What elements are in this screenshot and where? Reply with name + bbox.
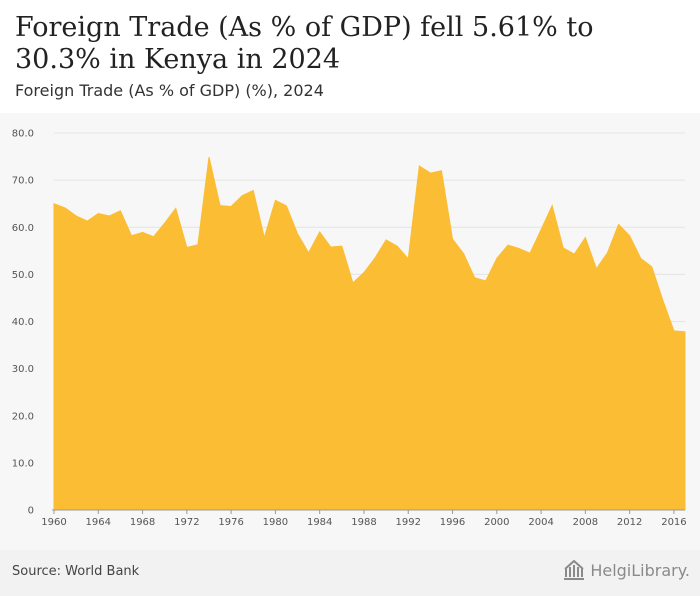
data-point[interactable] — [461, 251, 467, 257]
data-point[interactable] — [560, 245, 566, 251]
source-note: Source: World Bank — [12, 564, 140, 579]
data-point[interactable] — [306, 250, 312, 256]
data-point[interactable] — [505, 242, 511, 248]
y-tick-label: 0 — [28, 506, 34, 517]
data-point[interactable] — [272, 197, 278, 203]
data-point[interactable] — [173, 205, 179, 211]
data-point[interactable] — [627, 233, 633, 239]
data-point[interactable] — [682, 329, 688, 335]
data-point[interactable] — [73, 213, 79, 219]
data-point[interactable] — [106, 213, 112, 219]
y-tick-label: 10.0 — [12, 458, 34, 469]
data-point[interactable] — [328, 244, 334, 250]
x-tick-label: 1968 — [130, 517, 155, 528]
series-area — [51, 154, 688, 511]
x-tick-label: 2008 — [573, 517, 598, 528]
data-point[interactable] — [616, 221, 622, 227]
data-point[interactable] — [438, 168, 444, 174]
brand-name: HelgiLibrary. — [590, 560, 690, 580]
y-tick-label: 30.0 — [12, 364, 34, 375]
data-point[interactable] — [538, 227, 544, 233]
area-chart: 0 10.0 20.0 30.0 40.0 50.0 60.0 70.0 80.0 1960 196… — [12, 129, 688, 529]
data-point[interactable] — [593, 266, 599, 272]
y-tick-label: 40.0 — [12, 317, 34, 328]
data-point[interactable] — [151, 234, 157, 240]
data-point[interactable] — [350, 280, 356, 286]
data-point[interactable] — [416, 163, 422, 169]
data-point[interactable] — [195, 242, 201, 248]
data-point[interactable] — [638, 255, 644, 261]
x-tick-label: 1960 — [41, 517, 66, 528]
data-point[interactable] — [361, 269, 367, 275]
y-tick-label: 20.0 — [12, 411, 34, 422]
x-tick-label: 1980 — [263, 517, 288, 528]
data-point[interactable] — [228, 204, 234, 210]
data-point[interactable] — [383, 237, 389, 243]
data-point[interactable] — [527, 250, 533, 256]
library-building-icon — [564, 560, 585, 580]
data-point[interactable] — [571, 251, 577, 257]
chart-subtitle: Foreign Trade (As % of GDP) (%), 2024 — [15, 81, 324, 100]
x-tick-label: 1976 — [218, 517, 243, 528]
data-point[interactable] — [295, 231, 301, 237]
data-point[interactable] — [62, 205, 68, 211]
data-point[interactable] — [95, 211, 101, 217]
chart-header: Foreign Trade (As % of GDP) fell 5.61% t… — [0, 0, 700, 113]
x-tick-label: 2004 — [528, 517, 553, 528]
data-point[interactable] — [184, 245, 190, 251]
y-tick-label: 80.0 — [12, 129, 34, 140]
data-point[interactable] — [317, 229, 323, 235]
data-point[interactable] — [671, 328, 677, 334]
data-point[interactable] — [472, 275, 478, 281]
x-tick-label: 1984 — [307, 517, 332, 528]
x-tick-label: 1992 — [396, 517, 421, 528]
data-point[interactable] — [162, 220, 168, 226]
data-point[interactable] — [494, 255, 500, 261]
y-tick-label: 60.0 — [12, 223, 34, 234]
data-point[interactable] — [450, 236, 456, 242]
brand-logo[interactable]: HelgiLibrary. — [563, 560, 690, 580]
data-point[interactable] — [84, 218, 90, 224]
data-point[interactable] — [261, 235, 267, 241]
data-point[interactable] — [206, 154, 212, 160]
x-tick-label: 2016 — [661, 517, 686, 528]
data-point[interactable] — [394, 243, 400, 249]
x-tick-label: 1988 — [351, 517, 376, 528]
data-point[interactable] — [483, 278, 489, 284]
data-point[interactable] — [217, 203, 223, 209]
x-tick-label: 1996 — [440, 517, 465, 528]
x-tick-label: 1972 — [174, 517, 199, 528]
data-point[interactable] — [660, 297, 666, 303]
data-point[interactable] — [582, 235, 588, 241]
data-point[interactable] — [283, 203, 289, 209]
data-point[interactable] — [516, 245, 522, 251]
chart-area: 0 10.0 20.0 30.0 40.0 50.0 60.0 70.0 80.0 1960 196… — [0, 113, 700, 550]
data-point[interactable] — [239, 193, 245, 199]
data-point[interactable] — [250, 187, 256, 193]
data-point[interactable] — [140, 229, 146, 235]
data-point[interactable] — [339, 243, 345, 249]
data-point[interactable] — [605, 250, 611, 256]
x-tick-label: 2000 — [484, 517, 509, 528]
data-point[interactable] — [649, 264, 655, 270]
chart-title: Foreign Trade (As % of GDP) fell 5.61% t… — [15, 12, 594, 75]
axes: 0 10.0 20.0 30.0 40.0 50.0 60.0 70.0 80.0 1960 196… — [12, 129, 687, 529]
data-point[interactable] — [427, 170, 433, 176]
data-point[interactable] — [405, 256, 411, 262]
chart-footer: Source: World Bank HelgiLibrary. — [0, 550, 700, 596]
data-point[interactable] — [549, 203, 555, 209]
x-tick-label: 2012 — [617, 517, 642, 528]
data-point[interactable] — [372, 255, 378, 261]
series-area-fill — [53, 156, 686, 511]
y-tick-label: 70.0 — [12, 176, 34, 187]
data-point[interactable] — [128, 233, 134, 239]
y-tick-label: 50.0 — [12, 270, 34, 281]
data-point[interactable] — [117, 208, 123, 214]
data-point[interactable] — [51, 201, 57, 207]
x-tick-label: 1964 — [86, 517, 111, 528]
